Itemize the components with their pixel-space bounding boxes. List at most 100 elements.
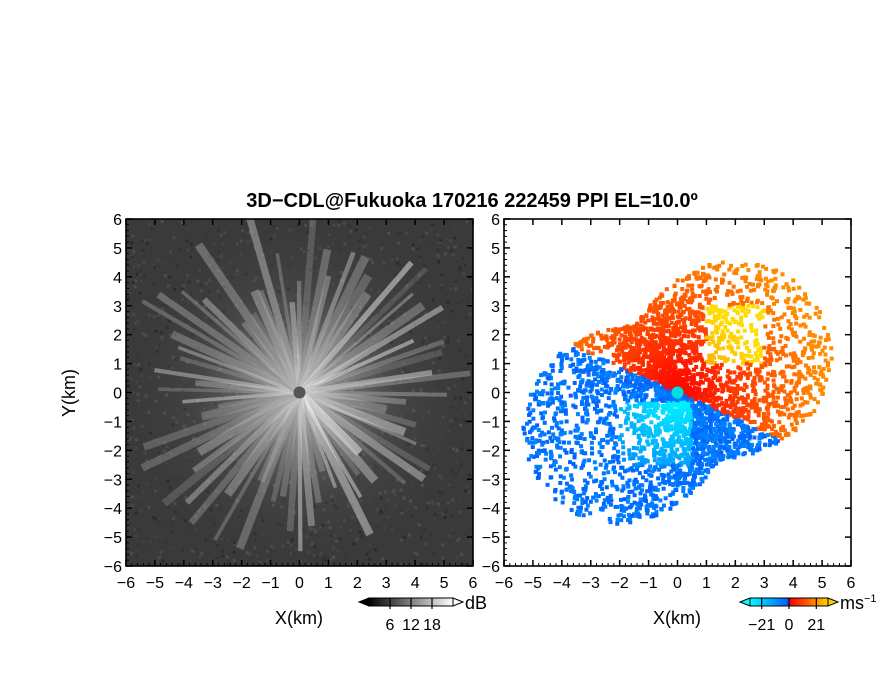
velocity-pixel bbox=[797, 369, 802, 374]
velocity-pixel bbox=[619, 333, 624, 338]
velocity-pixel bbox=[804, 412, 809, 417]
velocity-pixel bbox=[726, 388, 731, 393]
reflectivity-ray bbox=[246, 219, 303, 394]
velocity-pixel bbox=[739, 351, 744, 356]
velocity-pixel bbox=[588, 511, 593, 516]
velocity-pixel bbox=[611, 399, 616, 404]
velocity-pixel bbox=[606, 328, 611, 333]
velocity-pixel bbox=[726, 385, 731, 390]
velocity-pixel bbox=[687, 306, 692, 311]
velocity-pixel bbox=[583, 451, 588, 456]
velocity-pixel bbox=[593, 377, 598, 382]
velocity-pixel bbox=[571, 403, 576, 408]
velocity-pixel bbox=[617, 337, 622, 342]
reflectivity-x-label: X(km) bbox=[275, 608, 323, 628]
velocity-pixel bbox=[746, 268, 751, 273]
velocity-pixel bbox=[724, 443, 729, 448]
velocity-pixel bbox=[695, 270, 700, 275]
velocity-pixel bbox=[661, 418, 666, 423]
velocity-pixel bbox=[669, 320, 674, 325]
velocity-pixel bbox=[624, 418, 629, 423]
velocity-pixel bbox=[688, 296, 693, 301]
velocity-pixel bbox=[662, 503, 667, 508]
velocity-pixel bbox=[633, 452, 638, 457]
velocity-pixel bbox=[599, 408, 604, 413]
velocity-pixel bbox=[650, 398, 655, 403]
velocity-pixel bbox=[573, 494, 578, 499]
velocity-pixel bbox=[649, 502, 654, 507]
velocity-pixel bbox=[720, 329, 725, 334]
velocity-pixel bbox=[606, 500, 611, 505]
velocity-pixel bbox=[741, 358, 746, 363]
speckle bbox=[463, 263, 467, 267]
velocity-pixel bbox=[677, 456, 682, 461]
velocity-pixel bbox=[745, 403, 750, 408]
velocity-pixel bbox=[643, 409, 648, 414]
reflectivity-ray bbox=[188, 390, 303, 526]
velocity-pixel bbox=[749, 328, 754, 333]
velocity-pixel bbox=[641, 373, 646, 378]
velocity-pixel bbox=[732, 453, 737, 458]
velocity-pixel bbox=[603, 376, 608, 381]
velocity-pixel bbox=[742, 444, 747, 449]
velocity-pixel bbox=[662, 367, 667, 372]
speckle bbox=[338, 219, 342, 223]
velocity-pixel bbox=[645, 403, 650, 408]
velocity-pixel bbox=[713, 406, 718, 411]
velocity-pixel bbox=[737, 372, 742, 377]
velocity-pixel bbox=[779, 405, 784, 410]
velocity-pixel bbox=[669, 475, 674, 480]
velocity-pixel bbox=[692, 271, 697, 276]
velocity-pixel bbox=[680, 377, 685, 382]
speckle bbox=[449, 287, 453, 291]
velocity-pixel bbox=[735, 414, 740, 419]
velocity-pixel bbox=[745, 345, 750, 350]
velocity-pixel bbox=[644, 458, 649, 463]
velocity-pixel bbox=[530, 445, 535, 450]
speckle bbox=[402, 536, 406, 540]
velocity-pixel bbox=[628, 456, 633, 461]
velocity-pixel bbox=[713, 365, 718, 370]
speckle bbox=[469, 526, 473, 530]
velocity-pixel bbox=[575, 351, 580, 356]
velocity-pixel bbox=[602, 498, 607, 503]
velocity-pixel bbox=[787, 393, 792, 398]
velocity-pixel bbox=[721, 355, 726, 360]
velocity-pixel bbox=[685, 459, 690, 464]
velocity-pixel bbox=[775, 403, 780, 408]
speckle bbox=[159, 264, 163, 268]
velocity-pixel bbox=[592, 406, 597, 411]
velocity-pixel bbox=[670, 449, 675, 454]
velocity-pixel bbox=[784, 401, 789, 406]
velocity-pixel bbox=[655, 312, 660, 317]
velocity-pixel bbox=[623, 469, 628, 474]
velocity-pixel bbox=[794, 397, 799, 402]
velocity-pixel bbox=[662, 370, 667, 375]
velocity-pixel bbox=[588, 474, 593, 479]
velocity-pixel bbox=[579, 465, 584, 470]
velocity-pixel bbox=[659, 421, 664, 426]
velocity-pixel bbox=[654, 444, 659, 449]
velocity-pixel bbox=[674, 487, 679, 492]
velocity-pixel bbox=[675, 278, 680, 283]
y-tick-label: 1 bbox=[113, 357, 122, 374]
velocity-pixel bbox=[765, 433, 770, 438]
speckle bbox=[170, 529, 174, 533]
velocity-pixel bbox=[572, 455, 577, 460]
velocity-pixel bbox=[693, 482, 698, 487]
reflectivity-ray bbox=[196, 388, 302, 456]
velocity-pixel bbox=[585, 503, 590, 508]
velocity-pixel bbox=[618, 407, 623, 412]
velocity-pixel bbox=[674, 412, 679, 417]
velocity-pixel bbox=[707, 399, 712, 404]
velocity-pixel bbox=[582, 478, 587, 483]
speckle bbox=[447, 483, 451, 487]
speckle bbox=[138, 270, 142, 274]
y-tick-label: −4 bbox=[104, 501, 122, 518]
speckle bbox=[428, 533, 432, 537]
velocity-pixel bbox=[704, 335, 709, 340]
reflectivity-ray bbox=[298, 305, 444, 395]
velocity-pixel bbox=[715, 267, 720, 272]
velocity-pixel bbox=[600, 392, 605, 397]
speckle bbox=[186, 227, 190, 231]
